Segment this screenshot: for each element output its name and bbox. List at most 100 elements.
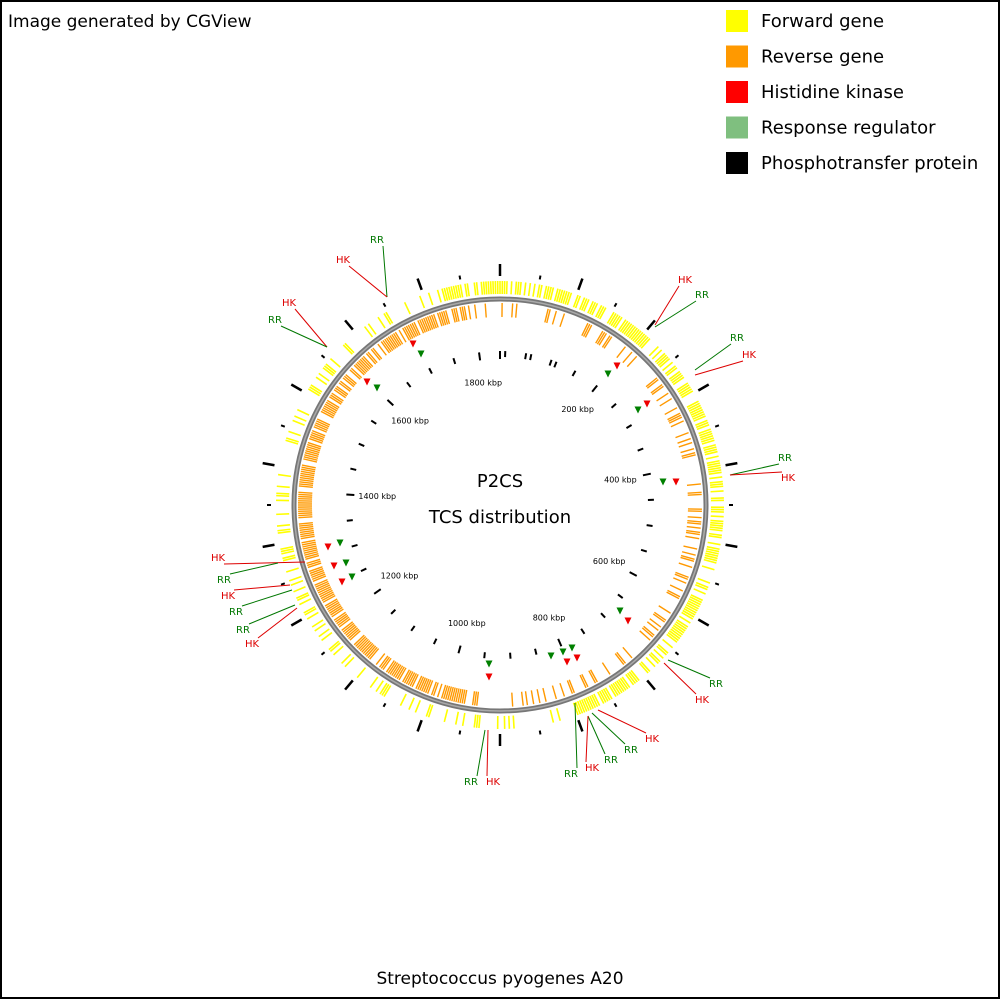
- forward-gene: [543, 285, 548, 299]
- reverse-gene: [568, 679, 576, 694]
- forward-gene: [670, 628, 682, 638]
- reverse-gene: [349, 369, 361, 380]
- reverse-gene: [314, 424, 328, 431]
- reverse-gene: [391, 334, 400, 347]
- forward-gene: [612, 315, 621, 328]
- forward-gene: [675, 621, 688, 630]
- reverse-gene: [457, 688, 462, 703]
- forward-gene: [276, 485, 290, 489]
- reverse-gene: [559, 313, 566, 328]
- forward-gene: [630, 669, 640, 682]
- reverse-gene: [305, 450, 320, 456]
- scale-tick: [410, 625, 416, 632]
- reverse-gene: [329, 605, 342, 614]
- forward-gene: [686, 602, 699, 610]
- forward-gene: [344, 342, 355, 354]
- forward-gene: [318, 628, 330, 638]
- forward-gene: [671, 374, 684, 384]
- reverse-gene: [375, 653, 386, 666]
- callout-label: HK: [645, 734, 660, 745]
- tcs-marker: [634, 406, 642, 414]
- forward-gene: [560, 290, 566, 304]
- organism: Streptococcus pyogenes A20: [376, 969, 623, 989]
- forward-gene: [687, 402, 700, 410]
- forward-gene: [709, 476, 723, 480]
- forward-gene: [677, 384, 690, 393]
- forward-gene: [710, 521, 724, 525]
- legend-label: Reverse gene: [761, 47, 884, 68]
- forward-gene: [562, 291, 568, 304]
- scale-tick: [534, 648, 538, 655]
- tcs-marker: [547, 652, 555, 660]
- reverse-gene: [301, 468, 316, 473]
- reverse-gene: [380, 341, 391, 354]
- reverse-gene: [461, 689, 466, 704]
- forward-gene: [578, 700, 586, 713]
- forward-gene: [383, 685, 392, 698]
- legend-label: Forward gene: [761, 11, 884, 32]
- reverse-gene: [530, 690, 535, 705]
- scale-tick: [625, 424, 633, 429]
- reverse-gene: [339, 380, 352, 391]
- reverse-gene: [424, 316, 432, 331]
- forward-gene: [288, 430, 301, 437]
- forward-gene: [662, 638, 674, 649]
- forward-gene: [532, 283, 536, 297]
- forward-gene: [619, 677, 629, 690]
- reverse-gene: [415, 675, 423, 689]
- reverse-gene: [616, 346, 627, 359]
- forward-gene: [709, 480, 723, 484]
- callout-label: HK: [282, 298, 297, 309]
- forward-gene: [668, 630, 681, 640]
- reverse-gene: [315, 422, 329, 430]
- tcs-marker: [330, 562, 338, 570]
- reverse-gene: [430, 681, 437, 696]
- reverse-gene: [338, 618, 351, 628]
- outer-tick: [290, 618, 303, 627]
- forward-gene: [510, 281, 513, 295]
- forward-gene: [276, 494, 290, 497]
- forward-gene: [464, 283, 468, 297]
- reverse-gene: [358, 360, 369, 372]
- legend-label: Response regulator: [761, 118, 936, 139]
- callout-label: RR: [730, 333, 744, 344]
- scale-tick: [483, 652, 486, 659]
- reverse-gene: [311, 429, 326, 437]
- forward-gene: [701, 439, 715, 445]
- reverse-gene: [440, 311, 447, 326]
- reverse-gene: [343, 624, 356, 635]
- forward-gene: [666, 367, 678, 377]
- scale-tick: [646, 524, 653, 527]
- reverse-gene: [315, 580, 329, 588]
- forward-gene: [602, 688, 611, 701]
- forward-gene: [696, 423, 710, 431]
- reverse-gene: [322, 407, 336, 416]
- outer-tick: [290, 383, 303, 392]
- reverse-gene: [409, 323, 418, 337]
- reverse-gene: [384, 338, 394, 352]
- callout-label: RR: [624, 745, 638, 756]
- reverse-gene: [326, 399, 340, 409]
- forward-gene: [688, 404, 701, 412]
- reverse-gene: [311, 431, 325, 439]
- reverse-gene: [451, 687, 456, 702]
- outer-tick: [646, 319, 656, 331]
- forward-gene: [566, 292, 573, 306]
- reverse-gene: [588, 670, 597, 684]
- reverse-gene: [430, 314, 437, 329]
- tcs-marker: [563, 658, 571, 666]
- callout-line: [223, 561, 306, 565]
- forward-gene: [549, 287, 555, 301]
- reverse-gene: [306, 558, 321, 565]
- outer-tick: [320, 651, 326, 656]
- forward-gene: [709, 526, 723, 530]
- forward-gene: [687, 600, 700, 608]
- forward-gene: [638, 336, 649, 348]
- reverse-gene: [455, 688, 460, 703]
- reverse-gene: [365, 353, 377, 365]
- forward-gene: [379, 682, 388, 695]
- outer-tick: [416, 719, 423, 732]
- map-subtitle: TCS distribution: [428, 507, 571, 528]
- reverse-gene: [362, 642, 374, 655]
- forward-gene: [450, 286, 455, 300]
